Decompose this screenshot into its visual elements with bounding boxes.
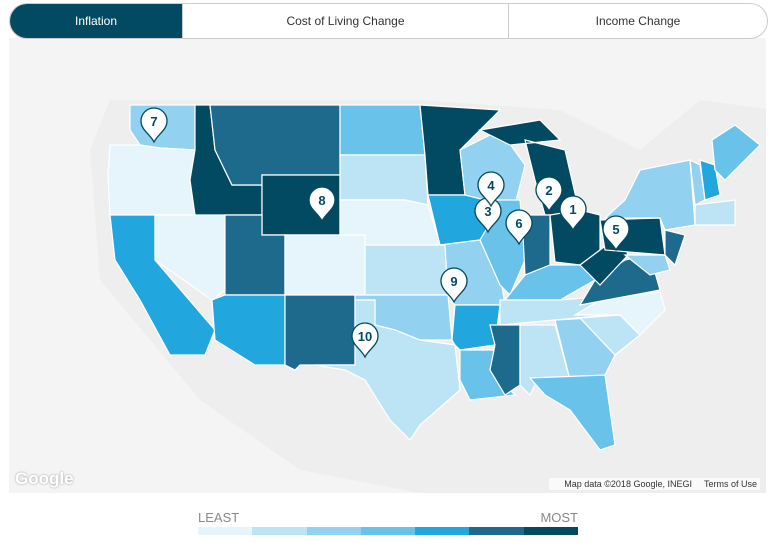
rank-pin-6[interactable]: 6 bbox=[505, 209, 533, 246]
map-pin-icon bbox=[351, 322, 379, 359]
google-logo: Google bbox=[15, 469, 74, 488]
state-me[interactable] bbox=[711, 124, 761, 181]
map[interactable]: 1 2 3 4 5 6 7 8 9 10 Google Map data ©2018 Google… bbox=[9, 38, 766, 493]
legend-swatch bbox=[360, 527, 416, 535]
legend-most: MOST bbox=[540, 510, 578, 525]
us-choropleth[interactable]: 1 2 3 4 5 6 7 8 9 10 bbox=[9, 38, 766, 493]
map-pin-icon bbox=[140, 107, 168, 144]
rank-pin-4[interactable]: 4 bbox=[477, 171, 505, 208]
state-ma[interactable] bbox=[694, 199, 736, 226]
pin-rank-label: 10 bbox=[358, 329, 372, 344]
pin-rank-label: 7 bbox=[150, 114, 157, 129]
rank-pin-8[interactable]: 8 bbox=[308, 186, 336, 223]
map-pin-icon bbox=[535, 176, 563, 213]
state-nm[interactable] bbox=[284, 294, 356, 371]
map-pin-icon bbox=[308, 186, 336, 223]
map-data-credit: Map data ©2018 Google, INEGI bbox=[564, 479, 692, 489]
legend-least: LEAST bbox=[198, 510, 240, 525]
terms-link[interactable]: Terms of Use bbox=[703, 479, 757, 489]
map-pin-icon bbox=[477, 171, 505, 208]
pin-rank-label: 3 bbox=[484, 204, 491, 219]
state-tx[interactable] bbox=[314, 299, 461, 441]
tab-cost-of-living-change[interactable]: Cost of Living Change bbox=[182, 4, 508, 38]
legend: LEAST MOST bbox=[198, 510, 578, 535]
map-attribution: Map data ©2018 Google, INEGI Terms of Use bbox=[549, 478, 760, 490]
pin-rank-label: 5 bbox=[612, 222, 619, 237]
state-ny[interactable] bbox=[603, 159, 696, 231]
map-pin-icon bbox=[440, 267, 468, 304]
pin-rank-label: 1 bbox=[569, 202, 576, 217]
tab-income-change[interactable]: Income Change bbox=[508, 4, 767, 38]
legend-swatch bbox=[252, 527, 307, 535]
map-pin-icon bbox=[559, 195, 587, 232]
state-or[interactable] bbox=[107, 144, 196, 216]
legend-scale bbox=[198, 527, 578, 535]
rank-pin-5[interactable]: 5 bbox=[602, 215, 630, 252]
metric-tabs: Inflation Cost of Living Change Income C… bbox=[9, 3, 768, 39]
state-fl[interactable] bbox=[528, 374, 616, 451]
land-background bbox=[9, 38, 766, 493]
state-ks[interactable] bbox=[364, 244, 449, 296]
tab-inflation[interactable]: Inflation bbox=[10, 4, 182, 38]
state-sd[interactable] bbox=[339, 154, 429, 206]
legend-swatch bbox=[523, 527, 578, 535]
legend-swatch bbox=[198, 527, 253, 535]
state-nj[interactable] bbox=[664, 229, 686, 267]
rank-pin-2[interactable]: 2 bbox=[535, 176, 563, 213]
rank-pin-10[interactable]: 10 bbox=[351, 322, 379, 359]
state-mt[interactable] bbox=[209, 104, 341, 186]
pin-rank-label: 6 bbox=[515, 216, 522, 231]
map-pin-icon bbox=[505, 209, 533, 246]
rank-pin-7[interactable]: 7 bbox=[140, 107, 168, 144]
state-md[interactable] bbox=[623, 254, 671, 276]
state-az[interactable] bbox=[211, 294, 286, 366]
legend-swatch bbox=[415, 527, 470, 535]
pin-rank-label: 2 bbox=[545, 183, 552, 198]
legend-swatch bbox=[469, 527, 524, 535]
pin-rank-label: 4 bbox=[487, 178, 495, 193]
map-pin-icon bbox=[602, 215, 630, 252]
pin-rank-label: 8 bbox=[318, 193, 325, 208]
rank-pin-9[interactable]: 9 bbox=[440, 267, 468, 304]
legend-swatch bbox=[306, 527, 361, 535]
rank-pin-1[interactable]: 1 bbox=[559, 195, 587, 232]
pin-rank-label: 9 bbox=[450, 274, 457, 289]
state-nd[interactable] bbox=[339, 104, 426, 156]
state-co[interactable] bbox=[284, 234, 366, 296]
